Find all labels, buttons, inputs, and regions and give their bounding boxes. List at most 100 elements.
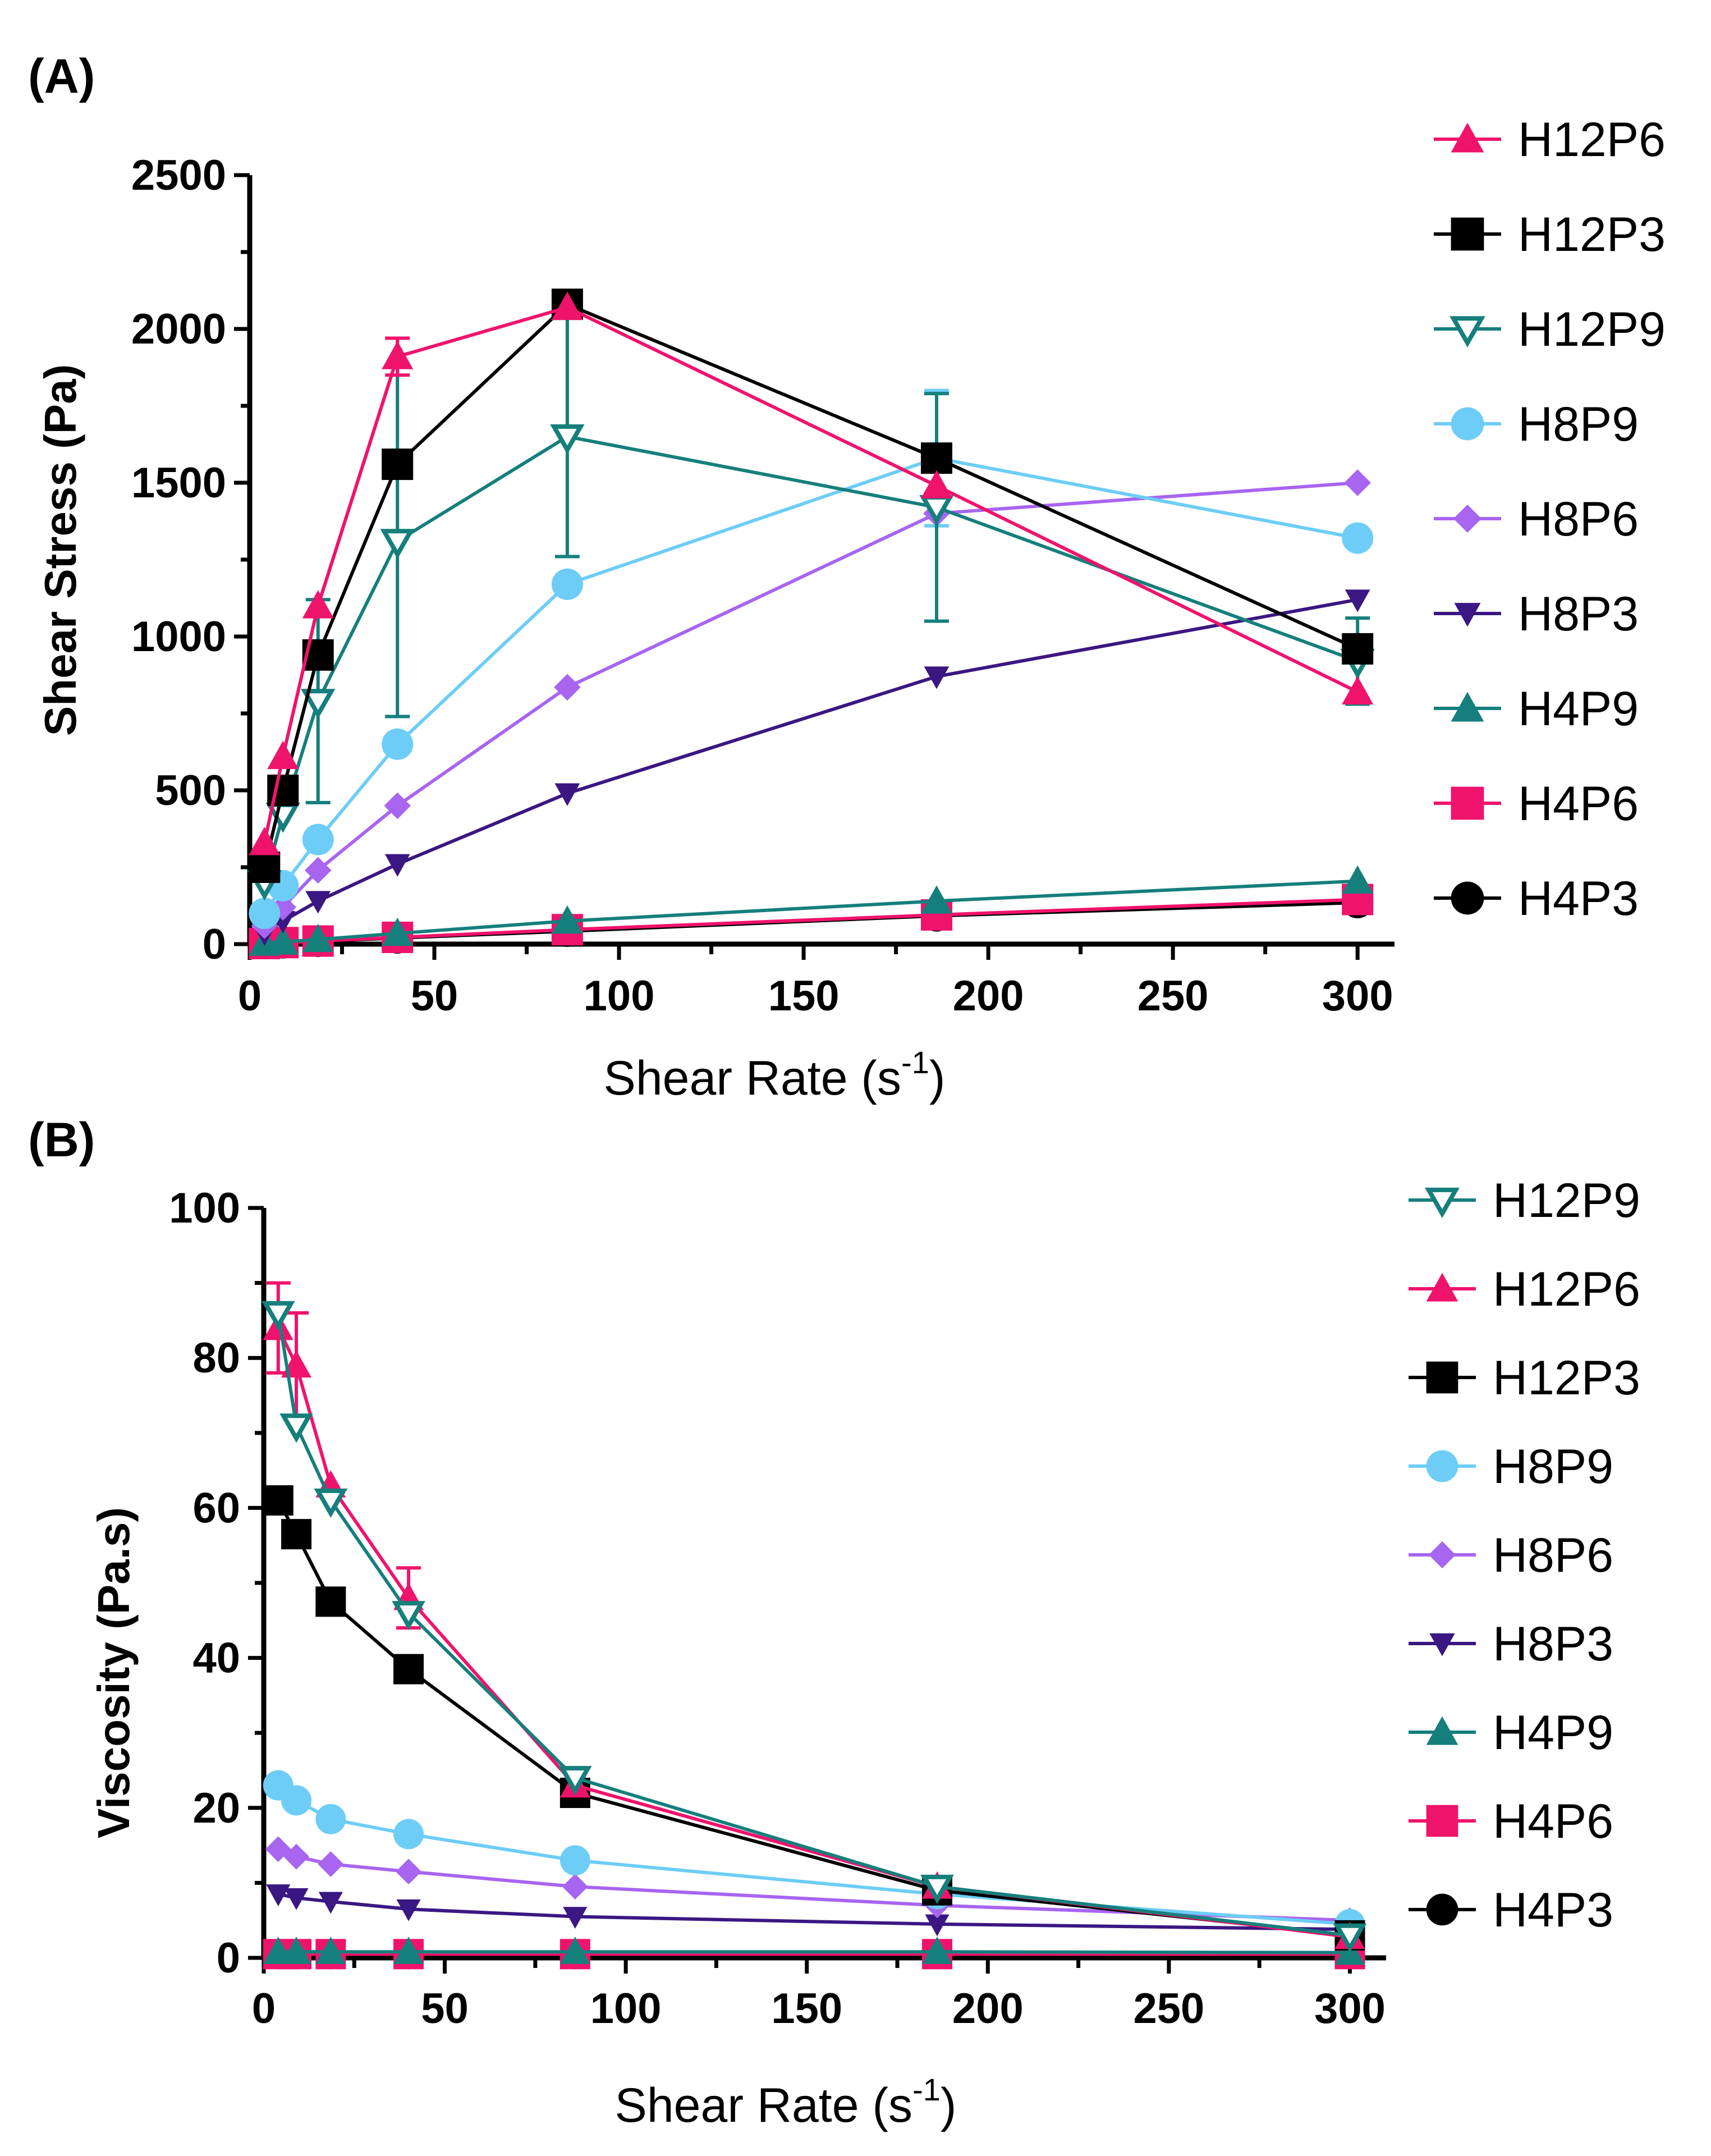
- legend-item-H8P9: H8P9: [1409, 1440, 1613, 1494]
- panel-a-x-tick-label: 0: [238, 972, 262, 1020]
- data-point-H12P3: [1342, 633, 1374, 665]
- panel-a-x-axis-title-main: Shear Rate (s: [603, 1051, 901, 1105]
- panel-b-series-H8P9: [263, 1770, 1365, 1939]
- legend-marker-H4P9: [1426, 1716, 1458, 1745]
- series-line-H12P6: [277, 1327, 1350, 1939]
- legend-label-H4P9: H4P9: [1518, 682, 1639, 736]
- legend-item-H12P6: H12P6: [1409, 1262, 1640, 1316]
- series-line-H8P6: [263, 481, 1358, 927]
- panel-b-y-axis-title: Viscosity (Pa.s): [89, 1507, 139, 1838]
- panel-a-series-H4P9: [249, 865, 1374, 956]
- data-point-H8P6: [562, 1874, 588, 1900]
- data-point-H8P6: [304, 857, 332, 884]
- data-point-H12P3: [281, 1519, 312, 1550]
- data-point-H4P9: [921, 885, 952, 914]
- legend-label-H8P6: H8P6: [1493, 1528, 1613, 1582]
- data-point-H12P9: [550, 424, 585, 455]
- data-point-H8P3: [925, 1914, 949, 1937]
- data-point-H4P9: [393, 1937, 424, 1964]
- legend-item-H4P9: H4P9: [1434, 682, 1639, 736]
- panel-b-x-axis-title-superscript: -1: [912, 2072, 941, 2107]
- data-point-H12P6: [921, 470, 952, 498]
- legend-item-H8P3: H8P3: [1434, 587, 1639, 641]
- data-point-H4P9: [922, 1937, 952, 1964]
- data-point-H8P3: [554, 783, 580, 806]
- data-point-H8P9: [551, 568, 583, 600]
- legend-item-H8P3: H8P3: [1409, 1617, 1613, 1671]
- panel-a-y-tick-label: 0: [203, 921, 226, 968]
- data-point-H8P9: [382, 728, 414, 760]
- data-point-H8P9: [559, 1845, 590, 1876]
- legend-marker-H8P3: [1454, 603, 1481, 627]
- legend-marker-H12P9: [1449, 316, 1485, 348]
- data-point-H12P6: [1342, 676, 1374, 705]
- panel-b-series: [261, 1281, 1367, 1970]
- data-point-H12P3: [315, 1586, 346, 1617]
- panel-b-x-tick-label: 0: [252, 1985, 276, 2033]
- legend-label-H8P3: H8P3: [1518, 587, 1639, 641]
- panel-a-series-H4P3: [249, 887, 1374, 959]
- panel-b-series-H12P9: [261, 1301, 1367, 1953]
- legend-marker-H8P3: [1429, 1633, 1455, 1656]
- panel-a-y-axis-title: Shear Stress (Pa): [35, 364, 85, 736]
- data-point-H8P6: [554, 674, 581, 701]
- legend-marker-H12P6: [1426, 1272, 1458, 1302]
- data-point-H4P9: [281, 1937, 312, 1964]
- data-point-H8P9: [249, 898, 281, 930]
- legend-marker-H8P6: [1428, 1541, 1456, 1569]
- series-line-H12P9: [263, 434, 1359, 884]
- panel-b-x-tick-label: 200: [952, 1985, 1024, 2033]
- data-point-H12P6: [551, 291, 583, 321]
- series-line-H12P9: [276, 1312, 1350, 1937]
- panel-label-b: (B): [28, 1113, 95, 1167]
- panel-b-axes: 0 20 40 60 80 100 0 50 100 150 200 250 300: [169, 1184, 1386, 2033]
- series-line-H12P3: [277, 1499, 1350, 1937]
- data-point-H12P9: [392, 1601, 425, 1631]
- data-point-H4P9: [267, 926, 299, 955]
- panel-b-series-H4P6: [263, 1939, 1365, 1970]
- panel-b-x-tick-label: 50: [421, 1985, 469, 2033]
- panel-b-y-tick-label: 100: [169, 1184, 240, 1232]
- data-point-H8P3: [284, 1888, 309, 1910]
- legend-label-H8P3: H8P3: [1493, 1617, 1613, 1671]
- panel-a-y-tick-label: 2000: [131, 305, 226, 353]
- series-line-H8P9: [263, 456, 1358, 914]
- legend-marker-H12P6: [1451, 122, 1484, 153]
- data-point-H12P9: [279, 1413, 313, 1443]
- panel-a-series-H8P6: [251, 469, 1371, 939]
- legend-label-H12P3: H12P3: [1493, 1351, 1640, 1405]
- data-point-H8P6: [283, 1843, 310, 1870]
- panel-a-series-H8P3: [251, 589, 1370, 946]
- legend-item-H12P9: H12P9: [1434, 303, 1666, 356]
- legend-item-H4P3: H4P3: [1434, 872, 1639, 926]
- data-point-H8P9: [393, 1819, 424, 1850]
- panel-b-y-tick-label: 20: [192, 1784, 240, 1832]
- panel-a-y-tick-label: 500: [155, 767, 226, 814]
- data-point-H4P9: [559, 1937, 590, 1964]
- legend-marker-H4P6: [1451, 786, 1484, 820]
- panel-a-x-tick-label: 200: [953, 972, 1024, 1020]
- data-point-H8P3: [563, 1907, 588, 1929]
- data-point-H8P3: [1345, 589, 1370, 612]
- data-point-H4P9: [315, 1937, 346, 1964]
- data-point-H12P3: [921, 442, 952, 474]
- data-point-H12P9: [380, 529, 415, 559]
- legend-label-H12P6: H12P6: [1493, 1262, 1640, 1316]
- data-point-H12P9: [920, 1874, 954, 1905]
- panel-a-y-tick-label: 2500: [131, 152, 226, 199]
- panel-a-x-tick-label: 50: [411, 972, 458, 1020]
- panel-a-x-axis-title-superscript: -1: [901, 1045, 929, 1080]
- panel-a-series-H12P3: [249, 289, 1374, 883]
- legend-label-H12P3: H12P3: [1518, 208, 1666, 262]
- panel-a-series-H8P9: [249, 388, 1374, 930]
- data-point-H12P3: [249, 852, 281, 883]
- data-point-H8P6: [318, 1851, 344, 1877]
- data-point-H12P3: [382, 448, 414, 480]
- legend-marker-H4P3: [1451, 881, 1484, 915]
- data-point-H4P9: [382, 917, 414, 946]
- panel-a-series: [247, 289, 1375, 959]
- legend-marker-H4P6: [1426, 1805, 1458, 1837]
- panel-a-x-axis-title-close: ): [929, 1051, 946, 1105]
- legend-item-H12P6: H12P6: [1434, 113, 1666, 167]
